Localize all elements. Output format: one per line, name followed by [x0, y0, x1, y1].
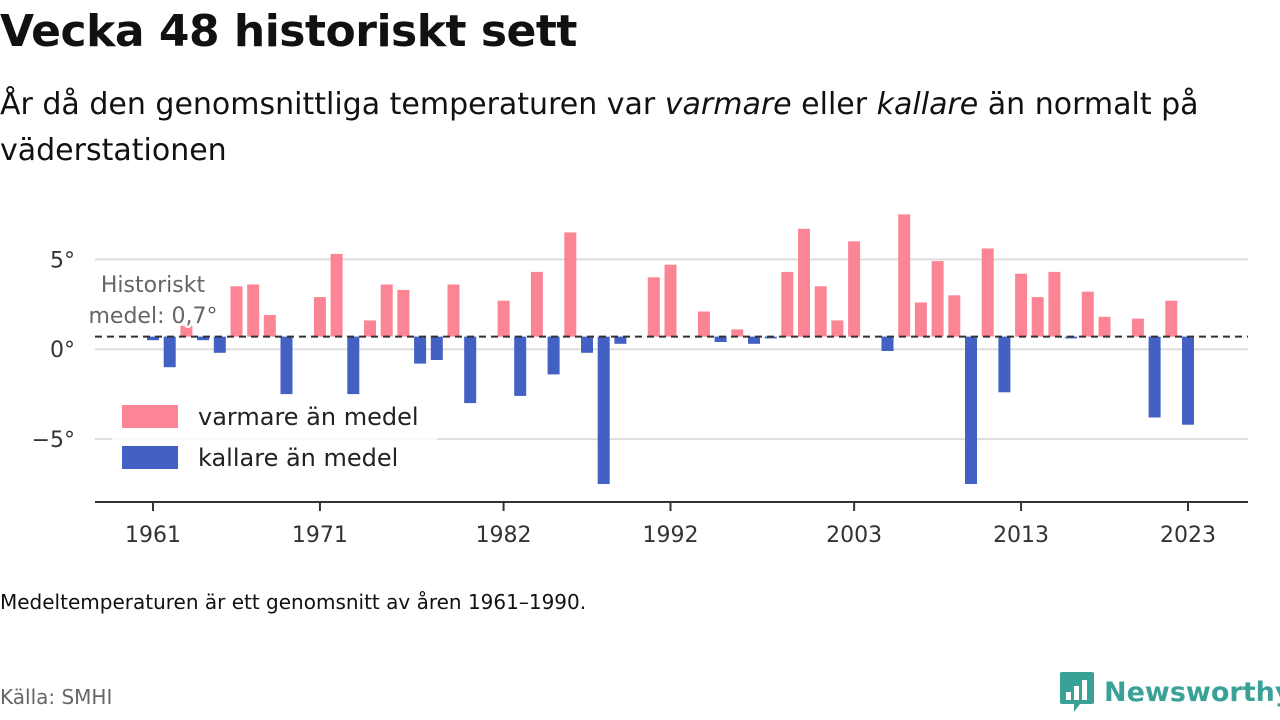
bar-chart: 5° 0° −5° Historiskt medel: 0,7° varmare än m…: [32, 214, 1248, 548]
bar-1991: [647, 277, 660, 337]
subtitle-part-2: eller: [791, 87, 877, 122]
bar-2018: [1098, 316, 1111, 337]
bar-2007: [914, 302, 927, 337]
bar-1997: [748, 336, 760, 344]
bar-1976: [397, 289, 410, 337]
legend-swatch-warm: [122, 405, 178, 428]
x-tick-label: 1992: [643, 523, 699, 548]
bar-1966: [230, 286, 243, 337]
legend-swatch-cold: [122, 446, 178, 469]
bar-1963: [180, 325, 193, 337]
bar-2021: [1148, 336, 1161, 418]
bar-2001: [814, 286, 827, 337]
bar-1994: [697, 311, 710, 337]
bar-1986: [564, 232, 577, 337]
bar-2009: [948, 295, 961, 337]
bar-1983: [514, 336, 527, 396]
bar-1979: [447, 284, 460, 337]
bar-1975: [380, 284, 393, 337]
bar-2003: [848, 241, 861, 337]
bar-2017: [1081, 291, 1094, 337]
bar-2006: [898, 214, 911, 337]
bar-2022: [1165, 300, 1178, 337]
bar-1968: [263, 315, 276, 337]
bar-2008: [931, 261, 944, 337]
bar-1995: [714, 336, 727, 342]
y-tick-label: 5°: [50, 248, 75, 273]
bar-2011: [981, 248, 994, 337]
bar-1996: [731, 329, 744, 337]
y-tick-label: −5°: [32, 428, 75, 453]
bar-1985: [547, 336, 560, 375]
bar-1967: [247, 284, 260, 337]
bar-2000: [798, 228, 810, 337]
footnote: Medeltemperaturen är ett genomsnitt av å…: [0, 590, 587, 614]
x-tick-label: 2003: [826, 523, 882, 548]
bar-1964: [197, 336, 210, 341]
subtitle-part-1: År då den genomsnittliga temperaturen va…: [0, 87, 665, 122]
y-tick-label: 0°: [50, 338, 75, 363]
bar-1992: [664, 264, 677, 337]
bar-1961: [147, 336, 159, 341]
legend-label-cold: kallare än medel: [198, 444, 398, 472]
bar-1977: [414, 336, 427, 364]
bar-1969: [280, 336, 293, 395]
bar-2015: [1048, 271, 1061, 337]
bar-1962: [163, 336, 176, 368]
bar-1988: [597, 336, 610, 484]
bar-1974: [364, 320, 376, 337]
x-tick-label: 1982: [476, 523, 532, 548]
bar-2012: [998, 336, 1011, 393]
source-credit: Källa: SMHI: [0, 685, 113, 709]
bar-2023: [1182, 336, 1194, 425]
bar-1987: [581, 336, 593, 353]
x-tick-label: 2013: [993, 523, 1049, 548]
brand-name: Newsworthy: [1104, 676, 1280, 708]
bar-1972: [330, 253, 343, 337]
bar-2014: [1031, 297, 1044, 337]
chart-title: Vecka 48 historiskt sett: [0, 6, 577, 57]
subtitle-cold-word: kallare: [876, 87, 979, 122]
bar-1984: [530, 271, 543, 337]
bar-2002: [831, 320, 844, 337]
subtitle-warm-word: varmare: [664, 87, 792, 122]
x-tick-label: 1961: [125, 523, 181, 548]
bar-1982: [497, 300, 510, 337]
bar-2020: [1131, 318, 1144, 337]
bar-1971: [313, 297, 326, 337]
reference-label-line-2: medel: 0,7°: [89, 304, 218, 329]
subtitle-part-3: än normalt på väderstationen: [0, 87, 1199, 168]
legend-label-warm: varmare än medel: [198, 403, 419, 431]
bar-1965: [213, 336, 226, 353]
brand-logo: Newsworthy: [1058, 670, 1280, 714]
newsworthy-logo-icon: [1060, 672, 1094, 712]
x-tick-label: 1971: [292, 523, 348, 548]
chart-subtitle: År då den genomsnittliga temperaturen va…: [0, 82, 1230, 174]
bar-1999: [781, 271, 794, 337]
bar-2005: [881, 336, 894, 351]
reference-label-line-1: Historiskt: [101, 273, 206, 298]
bar-1989: [614, 336, 627, 344]
bar-1980: [464, 336, 477, 404]
bar-2010: [965, 336, 977, 484]
bar-1973: [347, 336, 360, 395]
bar-2013: [1015, 273, 1028, 337]
x-tick-label: 2023: [1160, 523, 1216, 548]
bar-1978: [430, 336, 443, 360]
